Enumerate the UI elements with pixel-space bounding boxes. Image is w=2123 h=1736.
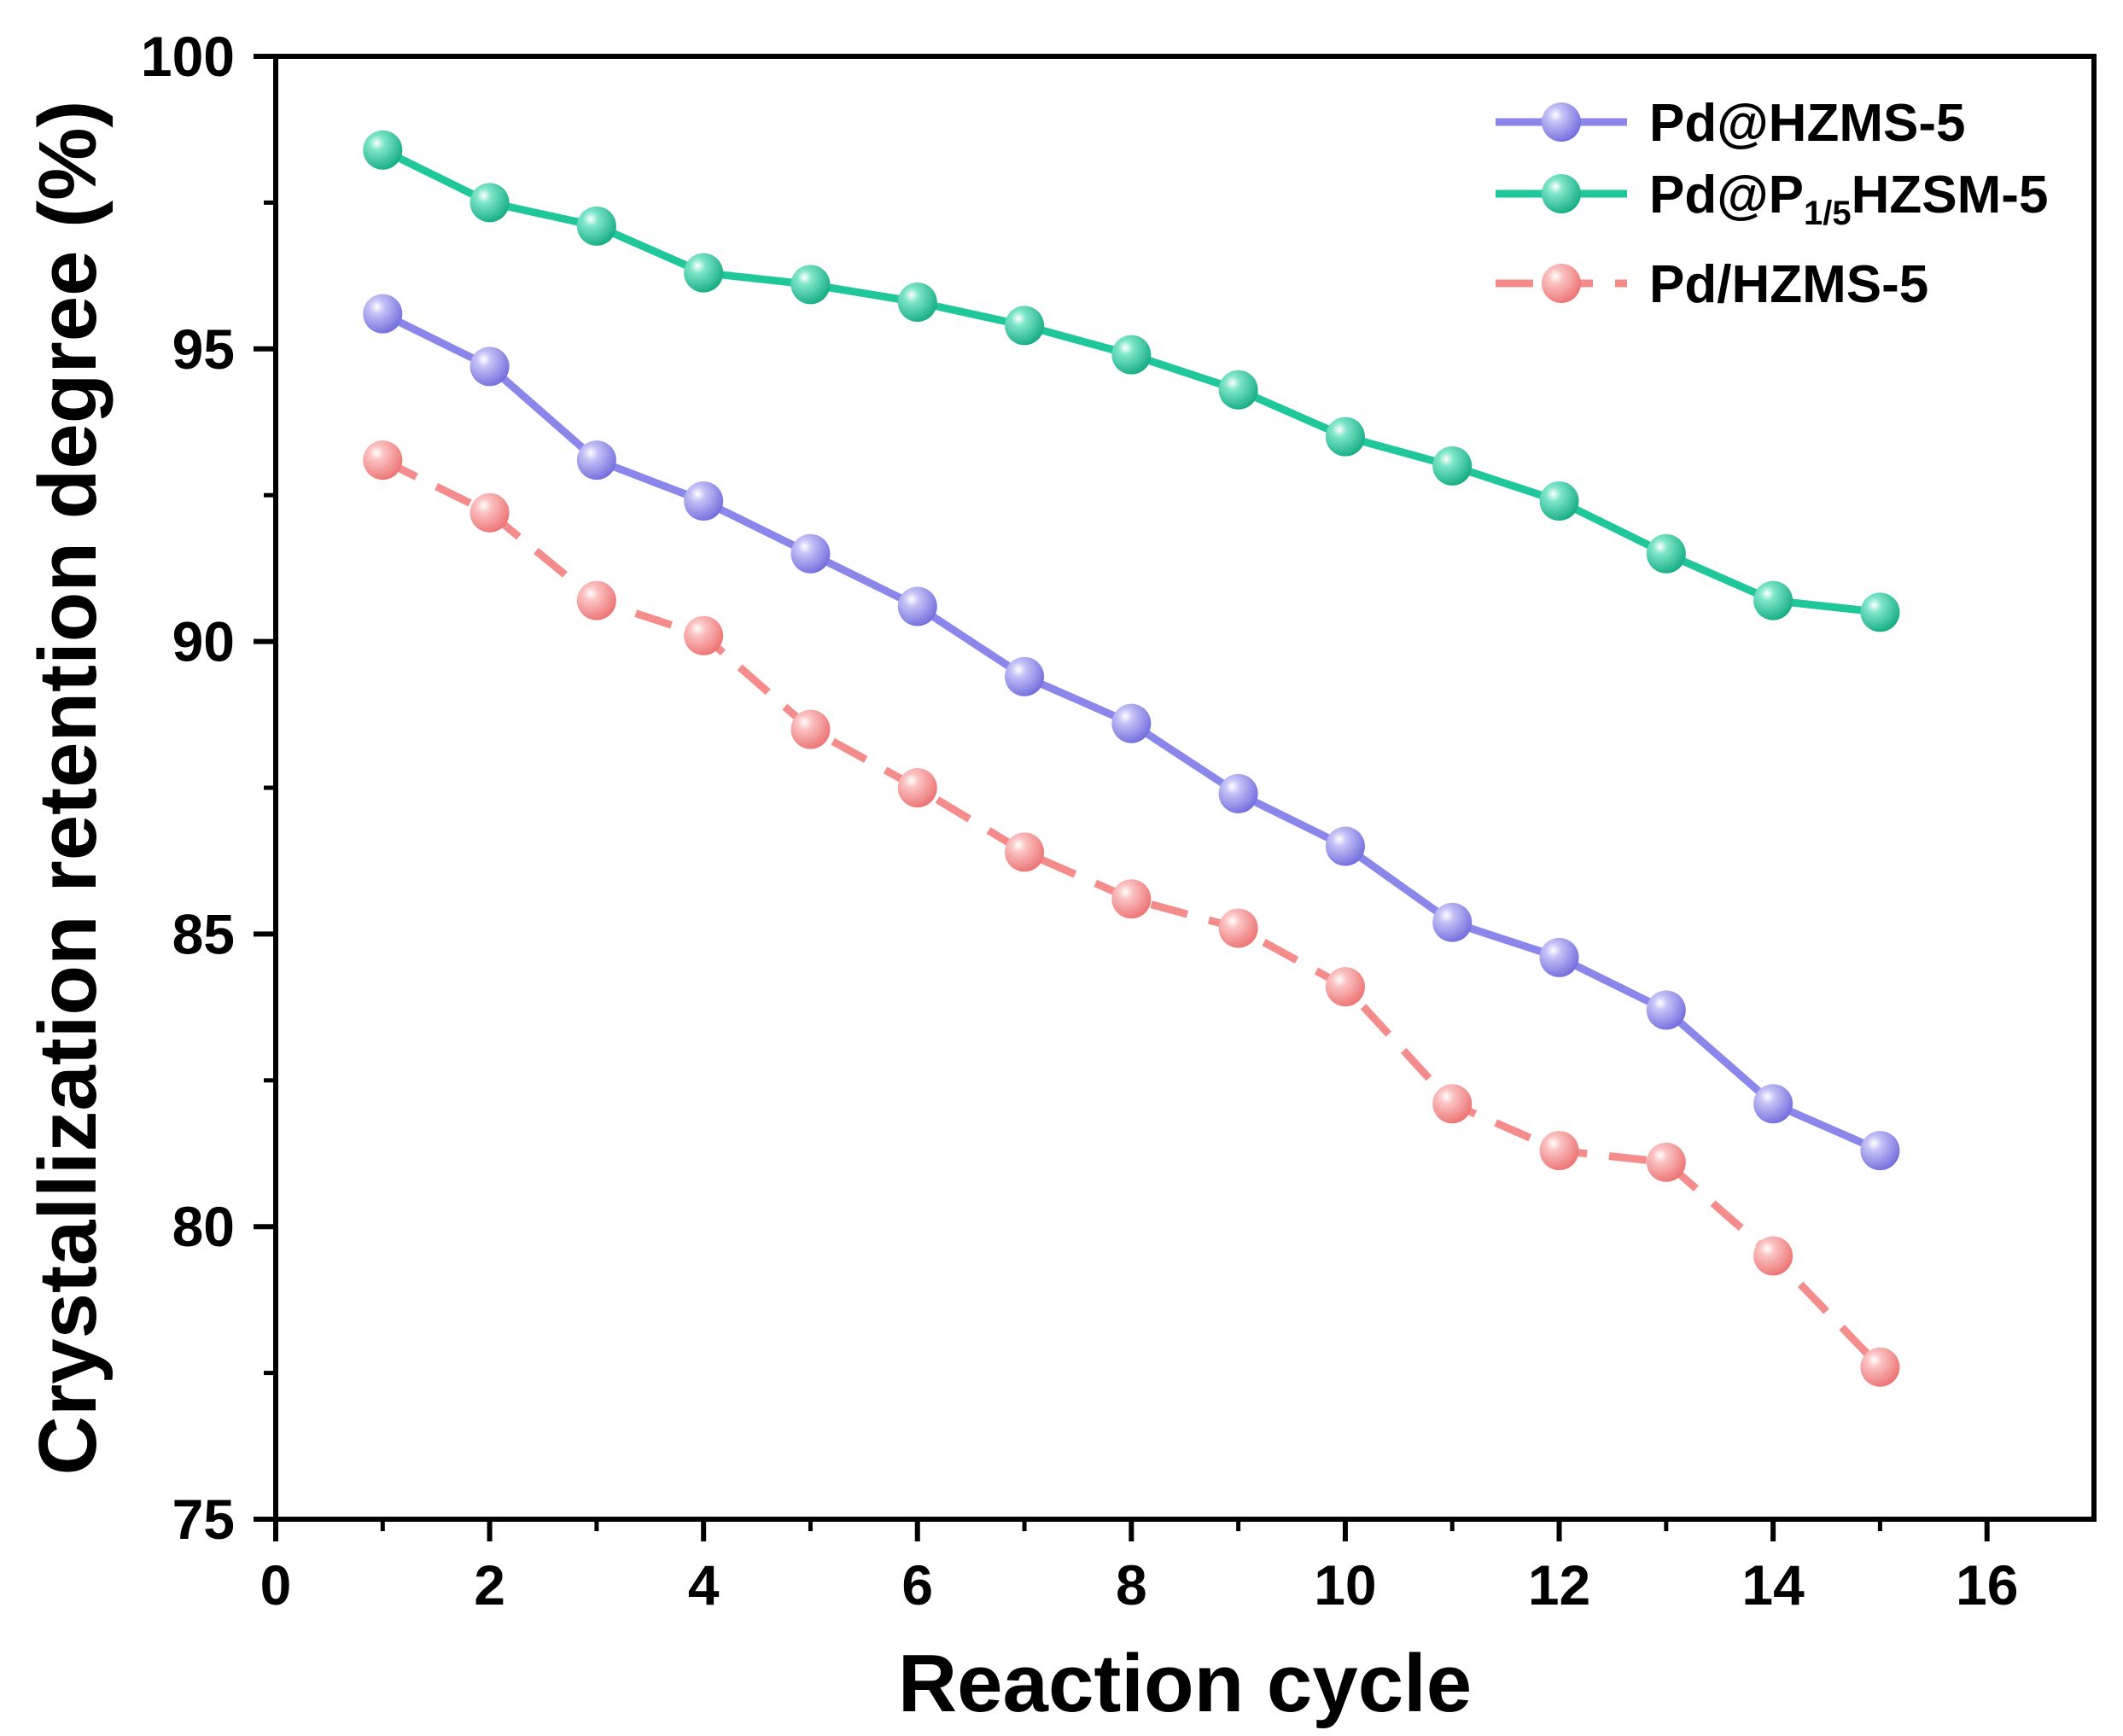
data-point (1111, 335, 1152, 375)
data-point (897, 768, 937, 807)
data-point (1111, 879, 1152, 919)
data-point (790, 533, 831, 574)
data-point (1218, 908, 1258, 948)
y-axis-title: Crystallization retention degree (%) (22, 101, 114, 1476)
series-2 (363, 130, 1900, 632)
y-tick-label: 85 (172, 902, 235, 965)
x-tick-label: 6 (901, 1553, 933, 1617)
data-point (1539, 481, 1579, 521)
data-point (897, 282, 937, 322)
data-point (1860, 1347, 1900, 1387)
data-point (1325, 967, 1365, 1007)
data-point (363, 130, 403, 170)
x-tick-label: 12 (1528, 1553, 1590, 1617)
data-point (576, 440, 616, 481)
legend-item: Pd/HZMS-5 (1496, 255, 1928, 314)
data-point (1646, 533, 1686, 574)
data-point (1325, 826, 1365, 866)
axis-ticks: 0 2 4 6 8 10 12 14 16 75 80 85 90 95 100 (141, 25, 2019, 1617)
legend-label: Pd@P1/5HZSM-5 (1649, 166, 2048, 232)
data-point (1005, 656, 1045, 696)
series-line (381, 457, 1883, 1370)
series-3 (363, 440, 1900, 1387)
y-tick-label: 80 (172, 1195, 235, 1258)
data-point (684, 481, 724, 521)
x-tick-label: 14 (1741, 1553, 1805, 1617)
data-point (363, 440, 403, 481)
x-tick-label: 4 (688, 1553, 720, 1617)
x-axis-title: Reaction cycle (898, 1638, 1472, 1729)
data-point (470, 347, 510, 387)
legend-item: Pd@P1/5HZSM-5 (1496, 166, 2048, 232)
legend-label: Pd@HZMS-5 (1649, 94, 1965, 153)
data-point (1753, 1236, 1793, 1276)
x-tick-label: 2 (474, 1553, 505, 1617)
data-point (790, 709, 831, 749)
data-point (1860, 1131, 1900, 1171)
data-point (1753, 1084, 1793, 1124)
x-tick-label: 16 (1956, 1553, 2018, 1617)
data-point (1218, 773, 1258, 813)
legend-marker (1542, 174, 1581, 213)
legend: Pd@HZMS-5 Pd@P1/5HZSM-5 Pd/HZMS-5 (1496, 94, 2048, 314)
y-tick-label: 75 (172, 1488, 235, 1551)
data-point (1539, 1131, 1579, 1171)
data-point (1539, 937, 1579, 977)
y-tick-label: 100 (141, 25, 235, 88)
data-point (684, 253, 724, 293)
data-point (1646, 990, 1686, 1030)
data-point (1111, 703, 1152, 743)
y-tick-label: 90 (172, 610, 235, 673)
legend-item: Pd@HZMS-5 (1496, 94, 1965, 153)
data-point (897, 586, 937, 626)
data-point (1325, 417, 1365, 457)
data-point (1432, 902, 1473, 942)
legend-marker (1542, 102, 1581, 142)
data-point (1218, 370, 1258, 410)
data-point (576, 206, 616, 246)
data-point (1005, 306, 1045, 346)
data-point (576, 580, 616, 620)
data-point (470, 183, 510, 223)
data-point (1860, 592, 1900, 632)
data-point (790, 265, 831, 305)
x-tick-label: 8 (1116, 1553, 1147, 1617)
data-point (470, 492, 510, 533)
data-point (1646, 1142, 1686, 1182)
legend-marker (1542, 264, 1581, 303)
series-1 (363, 294, 1900, 1171)
series-layer (363, 130, 1900, 1387)
data-point (1753, 580, 1793, 620)
data-point (1432, 1084, 1473, 1124)
x-tick-label: 10 (1314, 1553, 1376, 1617)
data-point (1432, 446, 1473, 486)
data-point (684, 615, 724, 655)
x-tick-label: 0 (260, 1553, 292, 1617)
legend-label: Pd/HZMS-5 (1649, 255, 1928, 314)
data-point (1005, 832, 1045, 872)
data-point (363, 294, 403, 334)
y-tick-label: 95 (172, 317, 235, 381)
